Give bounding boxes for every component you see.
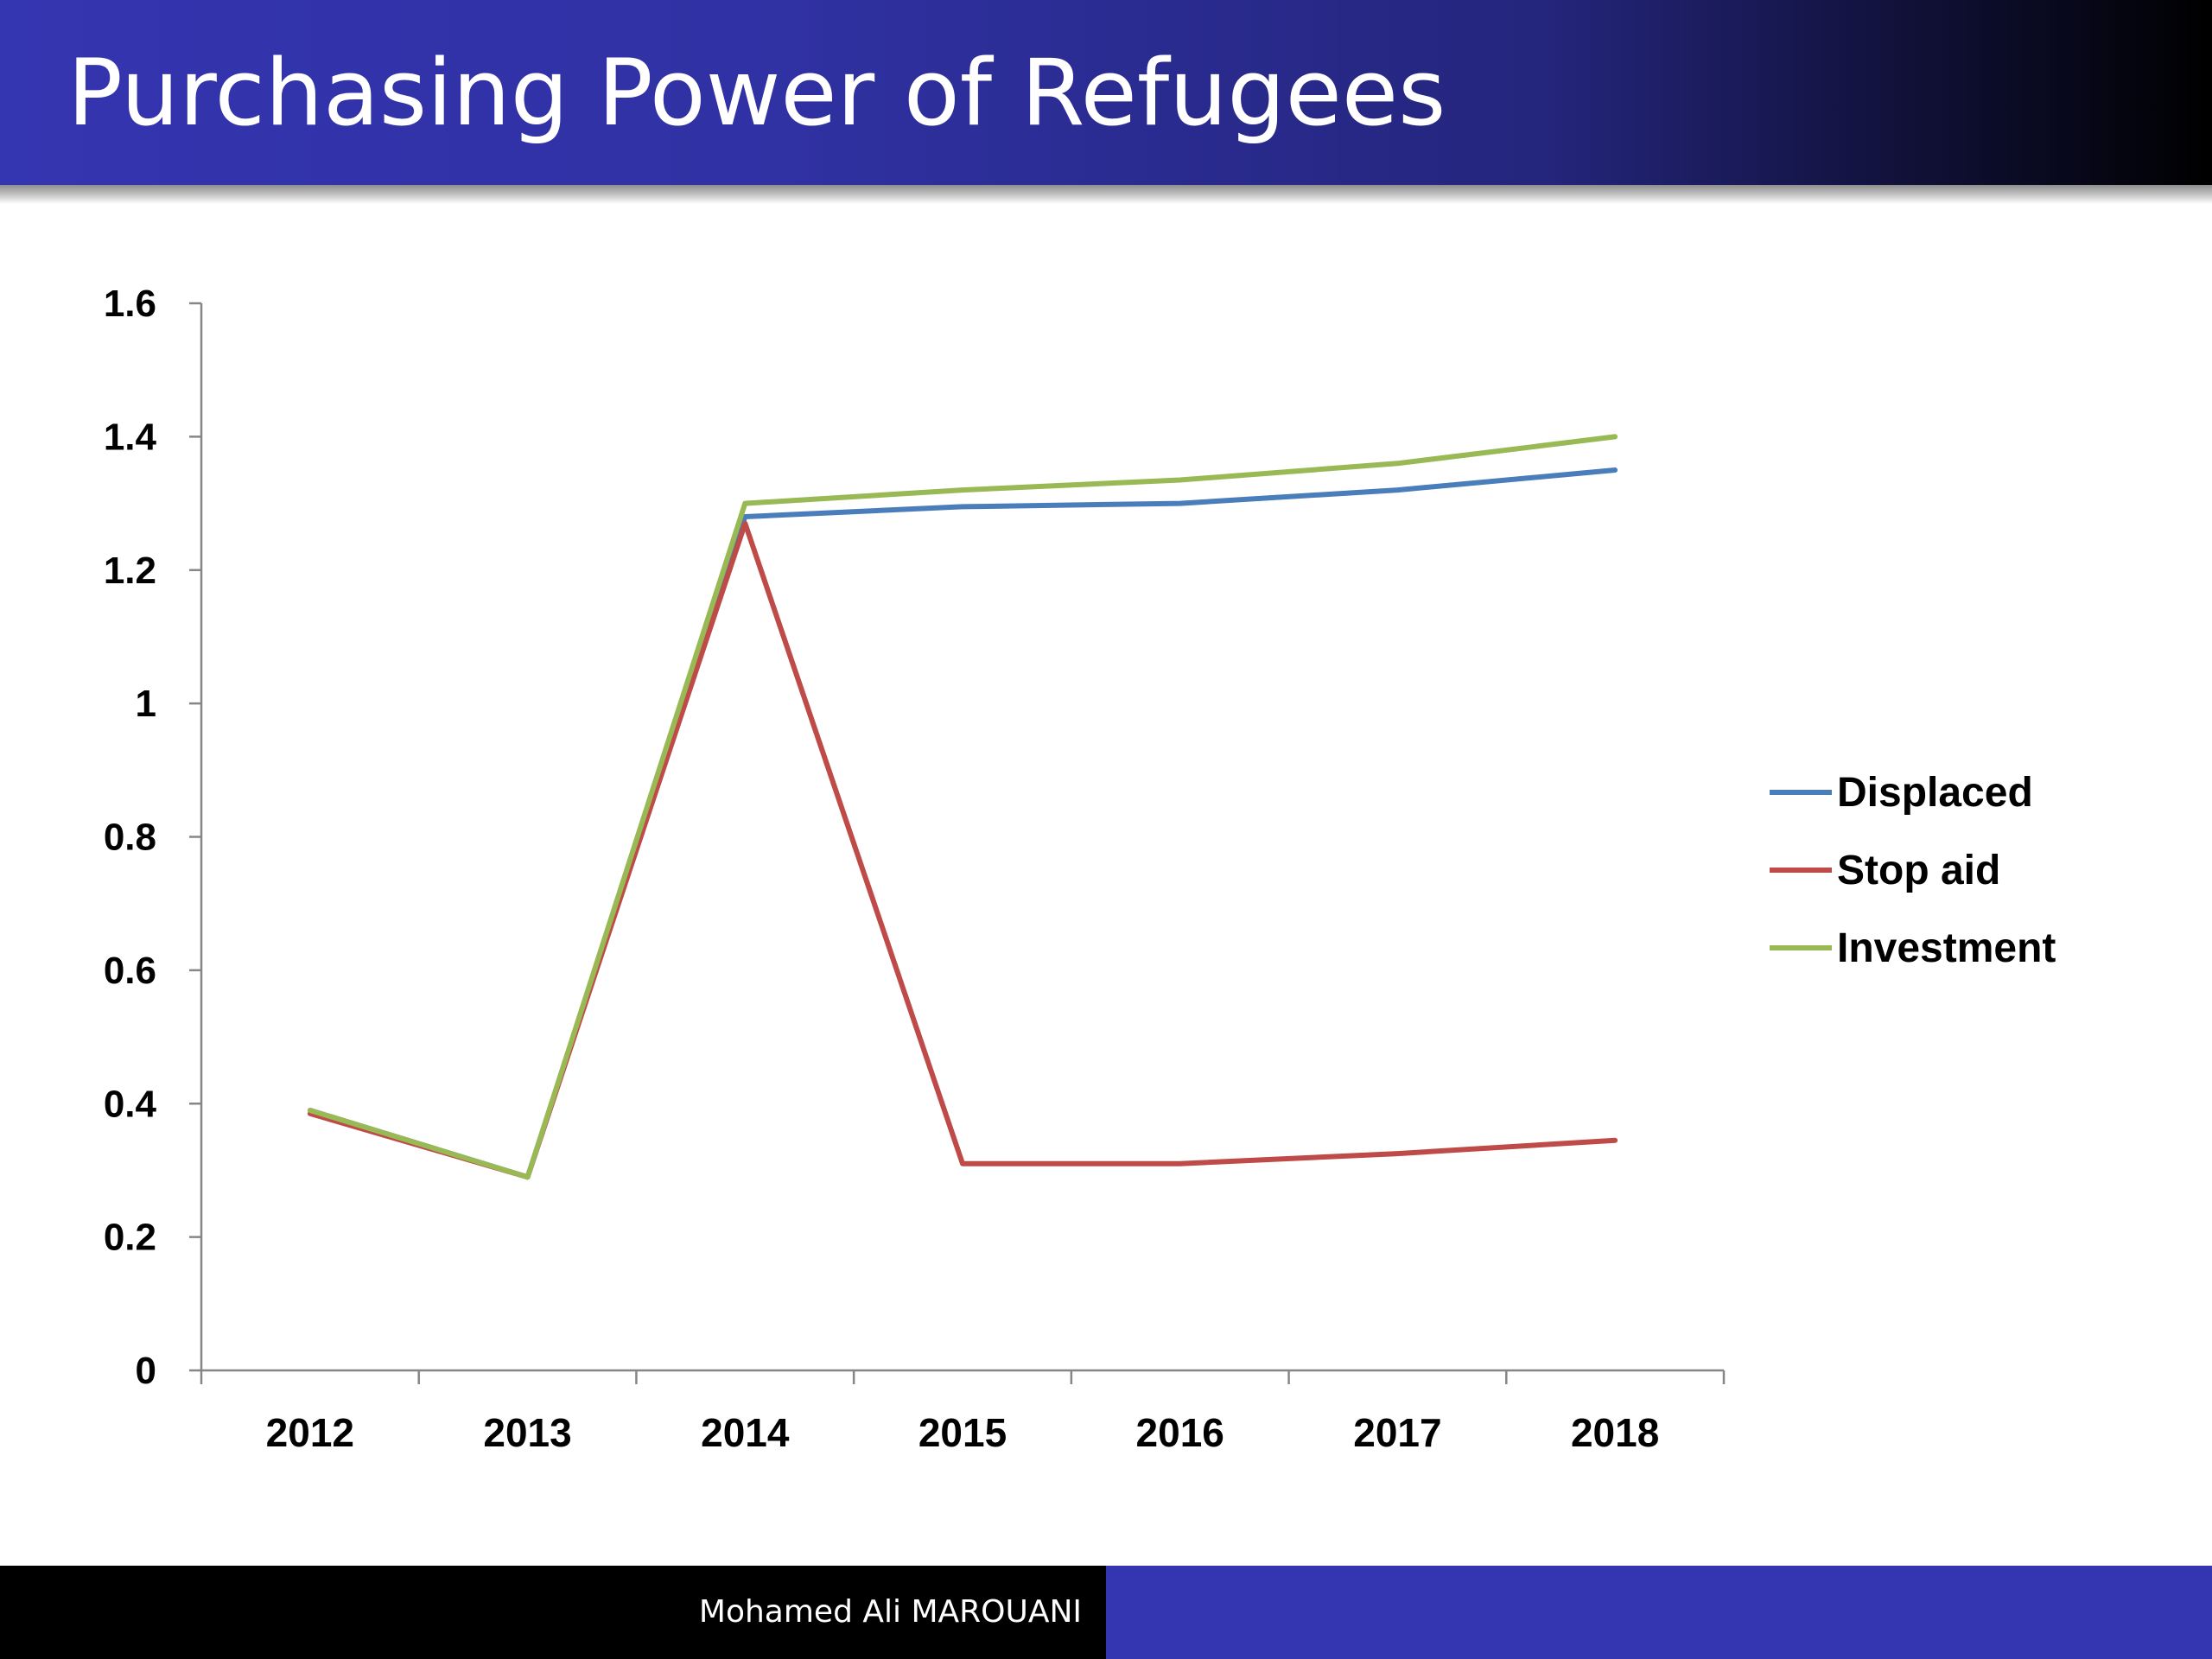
chart-axes bbox=[200, 303, 1724, 1372]
slide-title: Purchasing Power of Refugees bbox=[67, 40, 1446, 146]
x-tick-label: 2018 bbox=[1571, 1410, 1659, 1455]
y-tick-label: 1 bbox=[136, 683, 156, 725]
y-tick-label: 1.6 bbox=[104, 283, 156, 325]
y-tick-label: 0 bbox=[136, 1350, 156, 1392]
legend-label-stop-aid: Stop aid bbox=[1837, 848, 2000, 893]
chart-series bbox=[307, 434, 1618, 1180]
legend-label-displaced: Displaced bbox=[1837, 770, 2033, 816]
x-tick-label: 2017 bbox=[1353, 1410, 1441, 1455]
y-axis-ticks: 0 0.2 0.4 0.6 0.8 1 1.2 1.4 1.6 bbox=[104, 283, 201, 1392]
series-line-stop-aid bbox=[307, 520, 1618, 1180]
y-tick-label: 1.4 bbox=[104, 416, 157, 458]
footer-right bbox=[1106, 1566, 2212, 1659]
x-tick-label: 2012 bbox=[266, 1410, 354, 1455]
y-tick-label: 1.2 bbox=[104, 550, 156, 592]
title-bar-shadow bbox=[0, 185, 2212, 204]
y-tick-label: 0.4 bbox=[104, 1083, 157, 1125]
x-tick-label: 2015 bbox=[918, 1410, 1007, 1455]
x-axis-ticks: 2012 2013 2014 2015 2016 2017 2018 bbox=[200, 1370, 1726, 1455]
title-bar: Purchasing Power of Refugees bbox=[0, 0, 2212, 185]
x-tick-label: 2014 bbox=[701, 1410, 790, 1455]
chart-legend: Displaced Stop aid Investment bbox=[1770, 770, 2056, 971]
x-tick-label: 2013 bbox=[483, 1410, 571, 1455]
y-tick-label: 0.8 bbox=[104, 817, 156, 859]
footer-author-wrap: Mohamed Ali MAROUANI bbox=[0, 1566, 1106, 1659]
x-tick-label: 2016 bbox=[1136, 1410, 1224, 1455]
y-tick-label: 0.2 bbox=[104, 1217, 156, 1259]
series-line-investment bbox=[307, 434, 1618, 1180]
footer-left bbox=[0, 1566, 1106, 1659]
series-line-displaced bbox=[307, 467, 1618, 1180]
legend-label-investment: Investment bbox=[1837, 925, 2056, 971]
y-tick-label: 0.6 bbox=[104, 950, 156, 992]
line-chart: 0 0.2 0.4 0.6 0.8 1 1.2 1.4 1.6 2012 2013 2014 2015… bbox=[104, 283, 2056, 1455]
footer-author: Mohamed Ali MAROUANI bbox=[698, 1594, 1082, 1630]
